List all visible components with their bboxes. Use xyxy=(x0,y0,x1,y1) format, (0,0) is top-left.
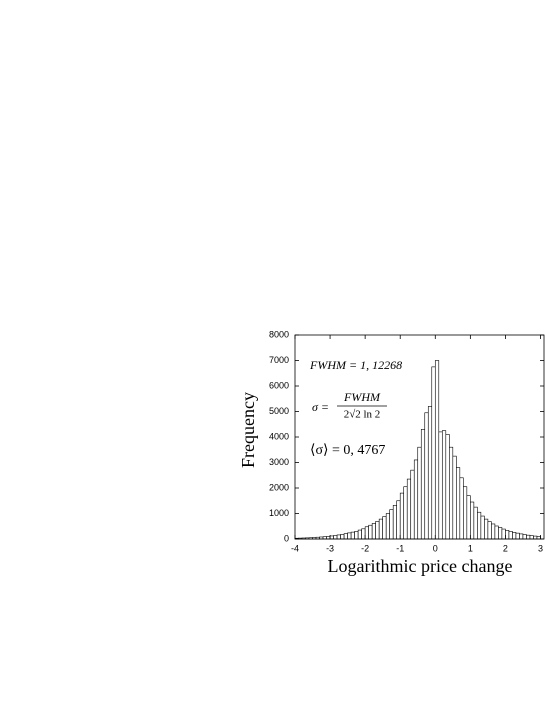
bar xyxy=(343,533,348,540)
bar xyxy=(441,430,447,540)
bar xyxy=(522,534,527,540)
bar xyxy=(529,535,534,540)
x-tick-label: -3 xyxy=(326,543,334,553)
x-tick-label: -4 xyxy=(291,543,299,553)
x-tick-label: -2 xyxy=(361,543,369,553)
bar xyxy=(515,532,520,540)
bar xyxy=(364,526,369,540)
bar xyxy=(449,446,454,540)
y-axis-label: Frequency xyxy=(238,392,258,468)
bar xyxy=(417,446,422,540)
bar xyxy=(512,532,517,540)
x-tick-label: 2 xyxy=(503,543,508,553)
bar xyxy=(385,513,390,540)
bar xyxy=(456,467,461,540)
bar xyxy=(473,506,478,540)
bar xyxy=(452,455,457,540)
bar xyxy=(434,360,440,540)
bar xyxy=(350,531,355,540)
bar xyxy=(494,525,499,540)
bar xyxy=(410,469,415,540)
y-tick-label: 6000 xyxy=(269,380,289,390)
y-tick-label: 2000 xyxy=(269,482,289,492)
y-tick-label: 5000 xyxy=(269,406,289,416)
y-tick-label: 4000 xyxy=(269,431,289,441)
bar xyxy=(431,366,436,540)
bar xyxy=(445,434,450,540)
bar xyxy=(491,523,496,540)
bar xyxy=(470,501,475,540)
bar xyxy=(403,486,408,540)
bar xyxy=(427,406,433,540)
bar xyxy=(329,535,334,540)
bar xyxy=(487,521,492,540)
bar xyxy=(477,511,482,540)
x-tick-label: -1 xyxy=(396,543,404,553)
annotation: ⟨σ⟩ = 0, 4767 xyxy=(310,443,385,458)
bar xyxy=(508,531,513,540)
bar xyxy=(438,431,443,540)
bar xyxy=(357,529,362,540)
x-tick-label: 1 xyxy=(468,543,473,553)
bar xyxy=(399,492,405,540)
y-tick-label: 7000 xyxy=(269,355,289,365)
bar xyxy=(347,532,352,540)
bar xyxy=(361,528,366,540)
bar xyxy=(480,515,485,540)
bar xyxy=(336,534,341,540)
bar xyxy=(413,459,419,540)
bar xyxy=(340,534,345,540)
bar xyxy=(459,477,464,540)
y-tick-label: 1000 xyxy=(269,508,289,518)
bar xyxy=(501,528,506,540)
bar xyxy=(519,533,524,540)
bar xyxy=(526,534,531,540)
bar xyxy=(406,478,412,540)
bar xyxy=(396,500,401,540)
bar xyxy=(424,412,429,540)
bar xyxy=(392,505,398,540)
bar xyxy=(368,524,373,540)
bar xyxy=(354,531,359,540)
bar xyxy=(498,527,503,540)
annotation: 2√2 ln 2 xyxy=(344,409,381,421)
y-tick-label: 3000 xyxy=(269,457,289,467)
x-tick-label: 0 xyxy=(433,543,438,553)
x-axis-label: Logarithmic price change xyxy=(328,556,513,576)
bar xyxy=(333,535,338,540)
bar xyxy=(420,429,426,540)
bar xyxy=(505,530,510,540)
y-tick-label: 8000 xyxy=(269,329,289,339)
bar xyxy=(378,518,383,540)
bar xyxy=(463,486,468,540)
x-tick-label: 3 xyxy=(538,543,543,553)
y-tick-label: 0 xyxy=(284,533,289,543)
bar xyxy=(533,535,538,540)
bar xyxy=(484,518,489,540)
bar xyxy=(466,495,471,540)
annotation: σ = xyxy=(312,400,329,414)
annotation: FWHM xyxy=(343,390,381,404)
bar xyxy=(375,521,380,540)
annotation: FWHM = 1, 12268 xyxy=(309,358,402,372)
bar xyxy=(382,516,387,540)
bar xyxy=(371,523,376,540)
bar xyxy=(389,509,394,540)
